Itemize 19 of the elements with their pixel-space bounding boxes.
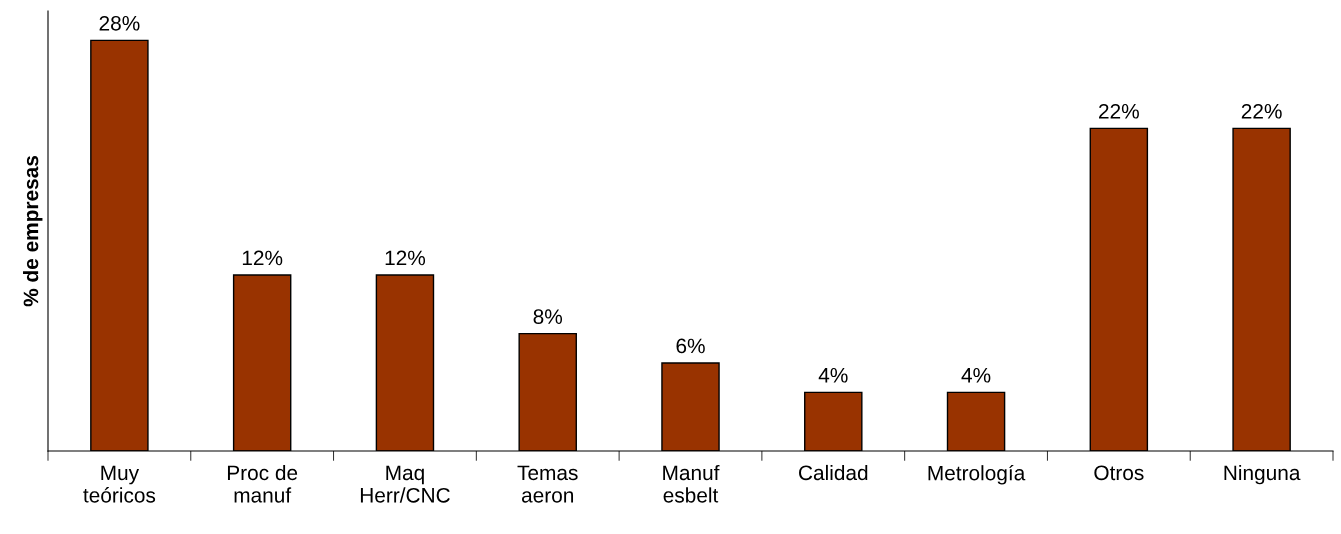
x-tick-label: Manuf esbelt — [663, 464, 720, 503]
data-label: 22% — [1099, 103, 1139, 119]
x-tick-label: Temas aeron — [517, 465, 578, 503]
data-label: 8% — [533, 309, 563, 324]
data-label: 4% — [818, 368, 848, 383]
data-label: 12% — [385, 250, 426, 266]
data-label: 4% — [961, 368, 991, 383]
data-label: 22% — [1241, 103, 1282, 119]
x-tick-label: Calidad — [799, 464, 868, 481]
x-tick-label: Otros — [1094, 465, 1144, 481]
x-tick-label: Muy teóricos — [83, 465, 156, 503]
x-tick-label: Ninguna — [1224, 464, 1301, 485]
y-axis-title: % de empresas — [23, 156, 43, 307]
data-label: 6% — [676, 338, 705, 354]
x-tick-label: Maq Herr/CNC — [360, 465, 450, 503]
x-tick-label: Metrología — [928, 464, 1026, 485]
data-label: 28% — [99, 15, 140, 31]
x-tick-label: Proc de manuf — [227, 464, 298, 503]
data-label: 12% — [242, 250, 283, 266]
